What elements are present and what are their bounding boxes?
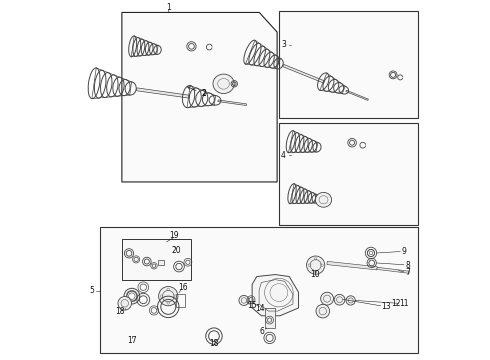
Bar: [100, 226, 418, 353]
Text: 12: 12: [391, 299, 400, 308]
Polygon shape: [346, 90, 368, 100]
Bar: [279, 11, 418, 118]
Text: 13: 13: [382, 302, 391, 311]
Circle shape: [118, 297, 131, 310]
Text: 7: 7: [405, 268, 410, 277]
Bar: [176, 294, 185, 307]
Polygon shape: [377, 267, 409, 273]
Text: 9: 9: [401, 247, 406, 256]
Text: 1: 1: [166, 3, 171, 12]
Circle shape: [334, 294, 345, 305]
Polygon shape: [252, 275, 298, 316]
Text: 20: 20: [172, 246, 181, 255]
Text: 10: 10: [311, 270, 320, 279]
Text: 8: 8: [405, 261, 410, 270]
Circle shape: [316, 304, 330, 318]
Text: 14: 14: [255, 304, 265, 313]
Polygon shape: [283, 64, 324, 83]
Circle shape: [320, 292, 334, 305]
Text: 4: 4: [281, 151, 286, 160]
Bar: [158, 261, 164, 265]
Text: 18: 18: [209, 339, 219, 348]
Ellipse shape: [213, 74, 234, 94]
Text: 3: 3: [281, 40, 286, 49]
Bar: [265, 307, 274, 328]
Text: 5: 5: [89, 286, 94, 295]
Bar: [122, 239, 192, 280]
Text: 2: 2: [201, 89, 206, 98]
Text: 11: 11: [399, 299, 408, 308]
Text: 16: 16: [178, 283, 187, 292]
Text: 2: 2: [201, 89, 206, 98]
Circle shape: [239, 296, 249, 305]
Text: 15: 15: [247, 301, 257, 310]
Text: 6: 6: [260, 327, 265, 336]
Ellipse shape: [316, 192, 332, 207]
Text: 17: 17: [127, 336, 137, 345]
Circle shape: [346, 296, 355, 305]
Text: 19: 19: [169, 231, 178, 240]
Polygon shape: [122, 13, 277, 182]
Circle shape: [307, 256, 325, 274]
Polygon shape: [327, 261, 377, 270]
Polygon shape: [137, 88, 190, 98]
Text: 18: 18: [115, 307, 125, 316]
Circle shape: [159, 287, 178, 306]
Polygon shape: [218, 100, 246, 105]
Bar: [279, 123, 418, 225]
